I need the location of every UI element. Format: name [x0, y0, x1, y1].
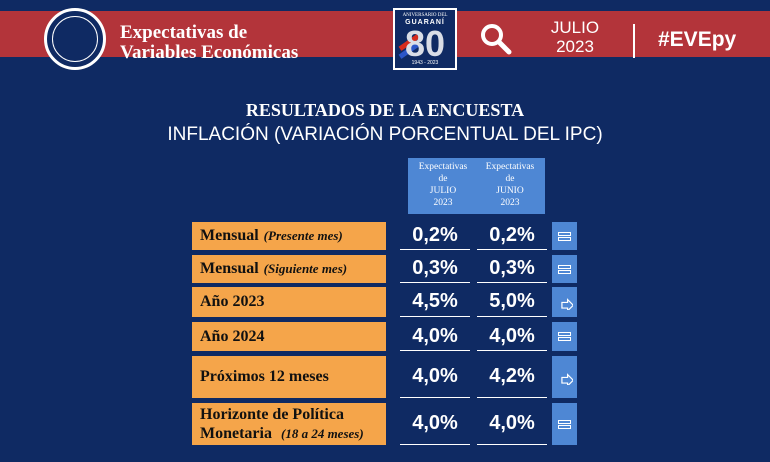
- column-header-julio: Expectativas de JULIO 2023: [408, 158, 478, 214]
- value-junio: 4,2%: [477, 356, 547, 398]
- survey-year: 2023: [556, 37, 594, 56]
- value-junio: 0,2%: [477, 222, 547, 250]
- column-header-junio: Expectativas de JUNIO 2023: [475, 158, 545, 214]
- equal-icon: [552, 322, 577, 351]
- column-header-line: de: [438, 174, 448, 184]
- row-label-mensual-siguiente: Mensual (Siguiente mes): [192, 255, 386, 283]
- survey-month: JULIO: [550, 18, 600, 37]
- row-label-note: (18 a 24 meses): [280, 426, 364, 441]
- header-title-line1: Expectativas de: [120, 22, 248, 43]
- badge-line1: ANIVERSARIO DEL: [402, 13, 448, 18]
- header-red-band: [0, 11, 770, 57]
- header-bar: Expectativas de Variables Económicas ANI…: [0, 0, 770, 70]
- section-subtitle: INFLACIÓN (VARIACIÓN PORCENTUAL DEL IPC): [167, 124, 603, 145]
- equal-icon: [552, 255, 577, 283]
- bcp-seal-logo: [44, 8, 106, 70]
- header-divider: [633, 24, 635, 58]
- value-julio: 4,5%: [400, 287, 470, 317]
- guarani-80-anniversary-badge: ANIVERSARIO DEL GUARANÍ 80 1943 - 2023: [393, 8, 457, 70]
- row-label-text-line2: Monetaria: [200, 425, 272, 442]
- value-julio: 4,0%: [400, 322, 470, 351]
- equal-icon: [552, 403, 577, 445]
- down-arrow-icon: [552, 287, 577, 317]
- equal-icon: [552, 222, 577, 250]
- column-header-line: de: [505, 174, 515, 184]
- row-label-text: Año 2024: [200, 327, 265, 345]
- survey-date: JULIO 2023: [540, 18, 610, 56]
- value-julio: 0,2%: [400, 222, 470, 250]
- header-title-line2: Variables Económicas: [120, 42, 299, 63]
- row-label-text: Año 2023: [200, 293, 265, 310]
- column-header-line: 2023: [500, 198, 520, 208]
- row-label-ano-2024: Año 2024: [192, 322, 386, 351]
- down-arrow-icon: [552, 356, 577, 398]
- badge-number: 80: [404, 23, 446, 64]
- badge-years: 1943 - 2023: [411, 60, 439, 66]
- row-label-text: Próximos 12 meses: [200, 368, 329, 385]
- section-title: RESULTADOS DE LA ENCUESTA: [245, 100, 525, 120]
- search-icon[interactable]: [479, 22, 513, 56]
- row-label-note: (Siguiente mes): [263, 261, 348, 276]
- value-junio: 0,3%: [477, 255, 547, 283]
- value-julio: 4,0%: [400, 403, 470, 445]
- row-label-proximos-12-meses: Próximos 12 meses: [192, 356, 386, 398]
- row-label-note: (Presente mes): [263, 228, 343, 243]
- row-label-text-line1: Horizonte de Política: [200, 406, 344, 423]
- value-julio: 4,0%: [400, 356, 470, 398]
- row-label-ano-2023: Año 2023: [192, 287, 386, 317]
- column-header-line: 2023: [433, 198, 453, 208]
- row-label-text: Mensual: [200, 260, 259, 277]
- value-junio: 4,0%: [477, 403, 547, 445]
- badge-line2: GUARANÍ: [405, 19, 445, 26]
- column-header-line: JULIO: [429, 186, 457, 196]
- column-header-line: JUNIO: [496, 186, 524, 196]
- value-julio: 0,3%: [400, 255, 470, 283]
- value-junio: 4,0%: [477, 322, 547, 351]
- hashtag[interactable]: #EVEpy: [658, 28, 737, 51]
- row-label-text: Mensual: [200, 227, 259, 244]
- row-label-mensual-presente: Mensual (Presente mes): [192, 222, 386, 250]
- column-header-line: Expectativas: [485, 162, 535, 172]
- row-label-horizonte-politica-monetaria: Horizonte de Política Monetaria (18 a 24…: [192, 403, 386, 445]
- column-header-line: Expectativas: [418, 162, 468, 172]
- header-title: Expectativas de Variables Económicas: [120, 23, 298, 63]
- seal-inner-ring: [52, 16, 98, 62]
- value-junio: 5,0%: [477, 287, 547, 317]
